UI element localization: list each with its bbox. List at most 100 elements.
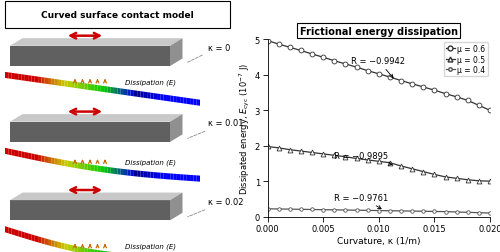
- Line: μ = 0.4: μ = 0.4: [266, 207, 492, 215]
- μ = 0.6: [276, 43, 281, 46]
- μ = 0.4: [376, 209, 382, 212]
- Polygon shape: [170, 193, 182, 220]
- μ = 0.4: [331, 208, 337, 211]
- Polygon shape: [10, 193, 182, 200]
- Polygon shape: [170, 174, 173, 180]
- Polygon shape: [61, 243, 64, 249]
- μ = 0.6: [264, 40, 270, 43]
- Polygon shape: [32, 76, 34, 83]
- Polygon shape: [88, 84, 91, 91]
- μ = 0.5: [476, 180, 482, 183]
- Line: μ = 0.6: μ = 0.6: [265, 39, 492, 113]
- Polygon shape: [10, 115, 182, 122]
- Polygon shape: [10, 200, 170, 220]
- μ = 0.5: [432, 173, 438, 176]
- Polygon shape: [10, 39, 182, 47]
- μ = 0.5: [309, 151, 315, 154]
- Polygon shape: [61, 160, 64, 166]
- Polygon shape: [74, 246, 78, 252]
- Polygon shape: [140, 171, 144, 177]
- Polygon shape: [196, 176, 200, 182]
- Polygon shape: [81, 247, 84, 252]
- Polygon shape: [94, 249, 98, 252]
- Polygon shape: [144, 92, 147, 99]
- Polygon shape: [25, 75, 28, 82]
- Polygon shape: [137, 91, 140, 98]
- Polygon shape: [170, 115, 182, 142]
- Polygon shape: [48, 239, 51, 246]
- μ = 0.5: [442, 176, 448, 179]
- Polygon shape: [8, 227, 12, 234]
- Polygon shape: [111, 168, 114, 174]
- Polygon shape: [44, 78, 48, 85]
- Polygon shape: [130, 90, 134, 97]
- Polygon shape: [34, 154, 38, 161]
- μ = 0.5: [364, 159, 370, 162]
- μ = 0.6: [465, 100, 471, 103]
- μ = 0.4: [342, 209, 348, 212]
- Text: κ = 0.01: κ = 0.01: [188, 119, 243, 139]
- μ = 0.5: [376, 160, 382, 163]
- μ = 0.4: [287, 208, 293, 211]
- Polygon shape: [134, 170, 137, 177]
- μ = 0.4: [465, 211, 471, 214]
- Polygon shape: [48, 79, 51, 85]
- Polygon shape: [170, 39, 182, 67]
- Polygon shape: [167, 96, 170, 102]
- Polygon shape: [128, 90, 130, 97]
- μ = 0.4: [398, 210, 404, 213]
- μ = 0.5: [398, 165, 404, 168]
- μ = 0.5: [420, 170, 426, 173]
- Polygon shape: [154, 172, 157, 179]
- Polygon shape: [52, 158, 54, 165]
- μ = 0.6: [487, 109, 493, 112]
- μ = 0.4: [454, 211, 460, 214]
- Legend: μ = 0.6, μ = 0.5, μ = 0.4: μ = 0.6, μ = 0.5, μ = 0.4: [444, 43, 488, 77]
- Polygon shape: [130, 170, 134, 176]
- Polygon shape: [8, 149, 12, 156]
- Polygon shape: [64, 81, 68, 87]
- Polygon shape: [164, 95, 167, 102]
- μ = 0.5: [465, 178, 471, 181]
- μ = 0.4: [264, 207, 270, 210]
- μ = 0.6: [420, 86, 426, 89]
- μ = 0.5: [342, 155, 348, 159]
- μ = 0.5: [409, 168, 415, 171]
- μ = 0.6: [354, 66, 360, 69]
- μ = 0.4: [320, 208, 326, 211]
- Polygon shape: [54, 159, 58, 165]
- Polygon shape: [78, 163, 81, 169]
- Polygon shape: [68, 244, 71, 251]
- Polygon shape: [98, 166, 101, 172]
- μ = 0.6: [287, 47, 293, 50]
- Polygon shape: [38, 236, 42, 243]
- Polygon shape: [170, 96, 173, 103]
- μ = 0.5: [387, 162, 393, 165]
- Polygon shape: [88, 164, 91, 171]
- μ = 0.6: [298, 50, 304, 53]
- Polygon shape: [8, 73, 12, 80]
- μ = 0.5: [298, 150, 304, 153]
- Polygon shape: [61, 81, 64, 87]
- μ = 0.5: [354, 157, 360, 160]
- μ = 0.6: [364, 70, 370, 73]
- Polygon shape: [32, 234, 34, 241]
- Text: Curved surface contact model: Curved surface contact model: [41, 11, 194, 20]
- μ = 0.6: [442, 93, 448, 96]
- Polygon shape: [18, 74, 22, 81]
- Polygon shape: [118, 169, 120, 175]
- Polygon shape: [157, 94, 160, 101]
- Polygon shape: [91, 165, 94, 171]
- Polygon shape: [58, 242, 61, 249]
- Polygon shape: [74, 162, 78, 169]
- Polygon shape: [120, 169, 124, 175]
- Polygon shape: [15, 150, 18, 157]
- Polygon shape: [144, 171, 147, 178]
- Polygon shape: [180, 98, 184, 104]
- Polygon shape: [25, 232, 28, 239]
- Polygon shape: [91, 249, 94, 252]
- Polygon shape: [160, 173, 164, 179]
- Text: R = −0.9761: R = −0.9761: [334, 193, 388, 209]
- Polygon shape: [54, 241, 58, 248]
- Polygon shape: [134, 91, 137, 98]
